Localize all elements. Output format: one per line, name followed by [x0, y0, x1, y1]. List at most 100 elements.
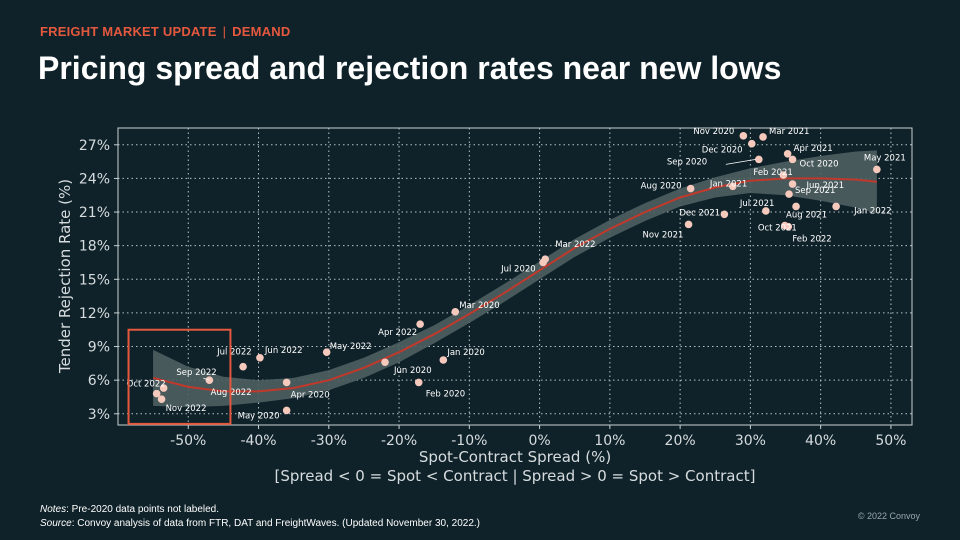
kicker-section: DEMAND [232, 24, 291, 39]
data-point [759, 133, 767, 141]
x-tick-label: 50% [875, 433, 906, 449]
y-tick-label: 24% [79, 171, 110, 187]
point-label: Jul 2020 [500, 264, 536, 274]
point-label: Jan 2021 [709, 179, 747, 189]
confidence-band [153, 150, 877, 408]
data-point [414, 378, 423, 387]
point-label: May 2021 [864, 153, 906, 163]
data-point [451, 308, 460, 316]
notes-text: : Pre-2020 data points not labeled. [66, 504, 220, 515]
point-label: Apr 2020 [291, 390, 330, 400]
point-label: Mar 2020 [459, 301, 499, 311]
data-point [539, 258, 547, 267]
slide-title: Pricing spread and rejection rates near … [38, 50, 782, 86]
point-label: May 2022 [330, 342, 372, 352]
label-connector [203, 377, 210, 381]
data-point [832, 202, 840, 211]
data-point [873, 165, 881, 174]
x-tick-label: -30% [311, 433, 347, 449]
data-point [152, 389, 161, 398]
x-tick-label: 0% [528, 433, 550, 449]
point-label: Jan 2022 [853, 206, 891, 216]
point-label: Feb 2020 [426, 389, 465, 399]
x-tick-label: -10% [451, 433, 487, 449]
notes-label: Notes [40, 504, 67, 515]
points-layer [152, 132, 881, 415]
point-label: Nov 2022 [166, 404, 207, 414]
data-point [739, 132, 748, 140]
point-label: Mar 2022 [555, 240, 595, 250]
y-tick-label: 21% [79, 205, 110, 221]
point-label: Jul 2021 [739, 199, 775, 209]
data-point [439, 356, 448, 364]
data-point [684, 220, 693, 229]
data-point [686, 184, 695, 193]
point-label: Apr 2022 [378, 328, 417, 338]
data-point [159, 384, 168, 392]
y-tick-label: 3% [88, 407, 110, 423]
point-label: Aug 2021 [786, 210, 827, 220]
y-tick-label: 18% [79, 239, 110, 255]
label-connector [725, 158, 756, 165]
y-tick-label: 9% [88, 340, 110, 356]
data-point [720, 210, 729, 219]
x-tick-label: -20% [381, 433, 417, 449]
point-label: Oct 2020 [800, 159, 839, 169]
source-text: : Convoy analysis of data from FTR, DAT … [71, 518, 481, 529]
data-point [282, 406, 291, 415]
data-point [783, 149, 792, 158]
data-point [157, 395, 166, 404]
y-tick-label: 6% [88, 373, 110, 389]
point-label: Nov 2020 [693, 127, 734, 137]
x-tick-label: 40% [805, 433, 836, 449]
y-axis-label: Tender Rejection Rate (%) [56, 179, 74, 374]
point-label: Oct 2021 [758, 224, 797, 234]
point-label: Aug 2020 [641, 182, 682, 192]
data-point [239, 362, 247, 371]
point-label: Oct 2022 [127, 380, 166, 390]
point-label: Mar 2021 [769, 127, 809, 137]
data-point [256, 353, 264, 362]
copyright: © 2022 Convoy [857, 511, 920, 521]
data-point [762, 207, 770, 215]
data-point [416, 320, 424, 328]
point-label: Jun 2022 [264, 346, 303, 356]
source-label: Source [40, 518, 72, 529]
x-tick-label: -50% [170, 433, 206, 449]
point-label: Jun 2020 [393, 366, 432, 376]
point-label: Jan 2020 [446, 348, 484, 358]
y-tick-label: 15% [79, 272, 110, 288]
highlight-box [127, 328, 232, 425]
data-point [792, 202, 800, 211]
x-axis-sublabel: [Spread < 0 = Spot < Contract | Spread >… [275, 467, 756, 485]
point-labels-layer: Nov 2020 Mar 2021 Dec 2020 Apr 2021 Sep 2020… [127, 127, 906, 422]
tick-labels-layer: -50% -40% -30% -20% -10% 0% 10% 20% 30% 40% 50% 3% 6… [79, 138, 907, 449]
footnotes: Notes: Pre-2020 data points not labeled.… [40, 503, 480, 531]
point-label: Feb 2021 [753, 168, 792, 178]
x-axis-label: Spot-Contract Spread (%) [419, 448, 611, 466]
data-point [784, 222, 793, 231]
point-label: Jun 2021 [806, 181, 845, 191]
point-label: May 2020 [238, 411, 280, 421]
data-point [755, 155, 763, 164]
data-point [381, 358, 389, 367]
source-line: Source: Convoy analysis of data from FTR… [40, 517, 480, 531]
point-label: Sep 2020 [667, 157, 707, 167]
x-tick-label: 30% [735, 433, 766, 449]
point-label: Feb 2022 [792, 235, 831, 245]
plot-frame [117, 127, 913, 426]
data-point [729, 182, 737, 191]
kicker-topic: FREIGHT MARKET UPDATE [40, 24, 217, 39]
section-kicker: FREIGHT MARKET UPDATE | DEMAND [40, 24, 290, 39]
point-label: Jul 2022 [216, 348, 252, 358]
x-tick-label: 10% [594, 433, 625, 449]
trend-line [152, 177, 878, 393]
data-point [779, 171, 788, 179]
y-tick-label: 12% [79, 306, 110, 322]
point-label: Dec 2020 [702, 146, 743, 156]
data-point [785, 190, 793, 198]
point-label: Nov 2021 [643, 230, 684, 240]
data-point [747, 139, 756, 148]
point-label: Apr 2021 [794, 144, 833, 154]
